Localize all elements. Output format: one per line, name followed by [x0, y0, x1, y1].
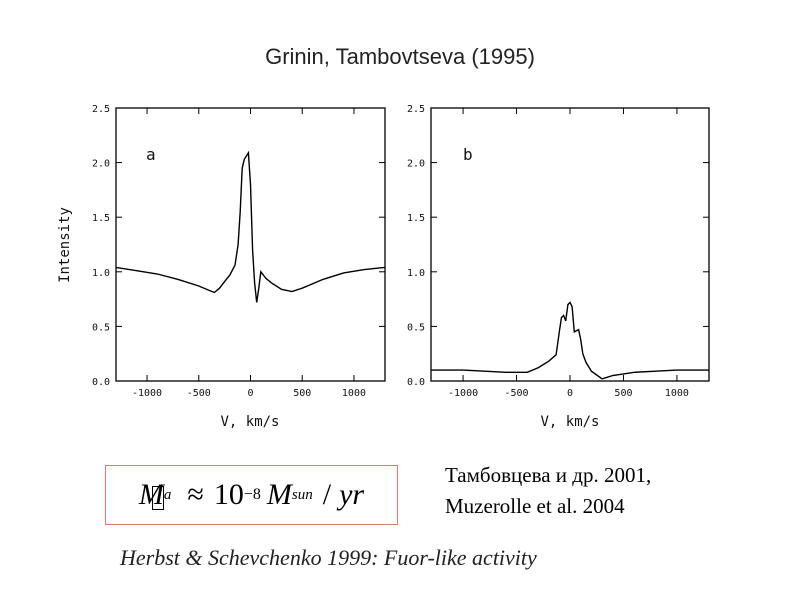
mass-rate-symbol: M: [138, 478, 164, 511]
y-tick-label: 0.5: [407, 322, 425, 333]
formula-m-subscript: sun: [291, 486, 313, 503]
references: Тамбовцева и др. 2001, Muzerolle et al. …: [445, 460, 651, 522]
reference-1: Тамбовцева и др. 2001,: [445, 463, 652, 487]
y-tick-label: 2.5: [407, 104, 425, 115]
y-tick-label: 2.5: [92, 104, 110, 115]
y-axis-label: Intensity: [57, 207, 73, 283]
x-tick-label: -1000: [448, 388, 478, 399]
panel-a-frame: [115, 107, 386, 382]
formula-m-symbol: M: [266, 478, 292, 511]
formula-base: 10: [213, 478, 244, 511]
formula-approx: ≈: [187, 478, 204, 511]
x-tick-label: 0: [247, 388, 253, 399]
y-tick-label: 0.0: [92, 377, 110, 388]
formula-unit: yr: [339, 478, 365, 511]
x-tick-label: -1000: [132, 388, 162, 399]
panel-a: a -1000 -500 0 500 1000 0.0 0.5 1.0 1.5 2.0 2.5 V,…: [92, 104, 386, 430]
reference-2: Muzerolle et al. 2004: [445, 494, 625, 518]
formula-lhs-subscript: a: [163, 486, 172, 503]
x-tick-label: 500: [614, 388, 632, 399]
caption: Herbst & Schevchenko 1999: Fuor-like act…: [120, 545, 537, 570]
formula-exponent: −8: [243, 486, 261, 503]
intensity-curve-a: [115, 150, 386, 303]
y-tick-label: 1.0: [92, 268, 110, 279]
x-axis-label-b: V, km/s: [540, 414, 599, 430]
x-tick-label: 0: [567, 388, 573, 399]
x-tick-label: 500: [293, 388, 311, 399]
panel-b-label: b: [463, 145, 473, 164]
y-tick-label: 1.0: [407, 268, 425, 279]
y-tick-label: 1.5: [92, 213, 110, 224]
intensity-curve-b: [431, 301, 709, 380]
x-tick-label: -500: [187, 388, 211, 399]
x-axis-label-a: V, km/s: [220, 414, 279, 430]
x-tick-label: 1000: [342, 388, 366, 399]
y-tick-label: 2.0: [92, 159, 110, 170]
panel-b: b -1000 -500 0 500 1000 0.0 0.5 1.0 1.5 2.0 2.5 V,…: [407, 104, 710, 430]
x-tick-label: -500: [504, 388, 528, 399]
y-tick-label: 2.0: [407, 159, 425, 170]
page-heading: Grinin, Tambovtseva (1995): [265, 44, 535, 69]
panel-b-frame: [430, 107, 710, 382]
y-tick-label: 1.5: [407, 213, 425, 224]
formula-slash: /: [322, 478, 332, 511]
y-tick-label: 0.0: [407, 377, 425, 388]
x-tick-label: 1000: [665, 388, 689, 399]
y-tick-label: 0.5: [92, 322, 110, 333]
panel-a-label: a: [146, 145, 156, 164]
